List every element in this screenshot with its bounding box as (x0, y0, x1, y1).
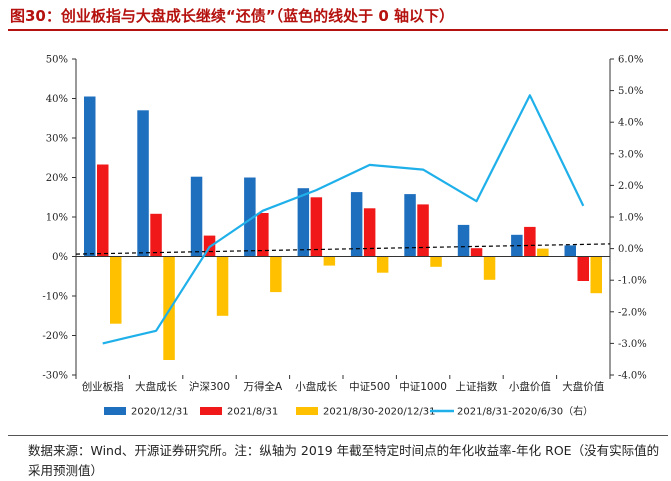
right-tick-label: -4.0% (618, 371, 647, 382)
bar-s0-2 (190, 176, 203, 257)
chart-title: 图30：创业板指与大盘成长继续“还债”（蓝色的线处于 0 轴以下） (10, 7, 454, 25)
bar-s1-3 (257, 213, 269, 257)
category-label: 中证500 (349, 380, 390, 393)
legend-swatch-0 (104, 407, 126, 415)
legend-label-3: 2021/8/31-2020/6/30（右） (457, 405, 593, 418)
right-tick-label: -3.0% (618, 339, 647, 350)
left-tick-label: -30% (42, 371, 68, 382)
bar-s2-5 (376, 256, 389, 273)
left-tick-label: -20% (42, 331, 68, 342)
bar-s0-5 (350, 192, 363, 257)
category-label: 大盘价值 (562, 380, 604, 393)
trendline-layer (75, 243, 611, 255)
right-tick-label: -2.0% (618, 307, 647, 318)
left-tick-label: 30% (46, 134, 68, 145)
bar-s0-9 (564, 245, 576, 257)
category-label: 中证1000 (399, 380, 447, 393)
axis-layer (72, 58, 614, 379)
bar-s1-6 (417, 204, 429, 257)
bar-s2-3 (270, 256, 282, 293)
line-series-0 (102, 94, 585, 345)
bar-s0-7 (457, 224, 470, 257)
line-series-layer (102, 94, 585, 345)
bar-s0-8 (511, 234, 523, 257)
source-note: 数据来源：Wind、开源证券研究所。注：纵轴为 2019 年截至特定时间点的年化… (28, 443, 660, 478)
source-divider (8, 435, 668, 436)
category-label: 创业板指 (82, 380, 124, 393)
right-tick-label: 0.0% (618, 244, 643, 255)
right-tick-label: 5.0% (618, 86, 643, 97)
right-tick-label: 2.0% (618, 181, 643, 192)
bar-s0-6 (404, 194, 416, 257)
right-tick-label: -1.0% (618, 276, 647, 287)
legend: 2020/12/31 2021/8/31 2021/8/30-2020/12/31 2… (104, 405, 593, 418)
category-label: 沪深300 (189, 380, 230, 393)
legend-swatch-1 (200, 407, 222, 415)
bar-s0-3 (244, 177, 256, 257)
legend-label-0: 2020/12/31 (131, 407, 189, 418)
category-label: 小盘价值 (509, 380, 551, 393)
bar-s1-9 (577, 256, 589, 281)
bar-s2-4 (323, 256, 336, 266)
left-tick-label: 0% (52, 252, 68, 263)
bar-s1-5 (363, 208, 376, 257)
bar-s1-4 (310, 197, 323, 257)
right-tick-label: 6.0% (618, 55, 643, 66)
left-tick-label: 10% (46, 213, 68, 224)
bar-s1-7 (470, 248, 483, 257)
category-label: 上证指数 (456, 380, 498, 393)
bar-s2-0 (110, 256, 122, 324)
legend-swatch-2 (296, 407, 318, 415)
bar-s2-7 (483, 256, 496, 280)
dashed-trendline (75, 243, 611, 255)
bar-s0-0 (84, 96, 96, 257)
category-label: 万得全A (244, 380, 283, 393)
bar-s2-8 (537, 248, 549, 257)
bar-layer (84, 96, 602, 360)
bar-s2-9 (590, 256, 602, 294)
label-layer: 50% 40% 30% 20% 10% 0% -10% -20% -30% 6.0% 5.0% 4.0… (42, 55, 646, 394)
bar-s0-1 (137, 110, 149, 257)
title-divider (8, 29, 668, 31)
bar-s2-1 (163, 256, 175, 360)
bar-s1-1 (150, 213, 162, 257)
bar-s2-6 (430, 256, 442, 267)
left-tick-label: 40% (46, 94, 68, 105)
right-tick-label: 1.0% (618, 213, 643, 224)
bar-s0-4 (297, 188, 310, 257)
left-tick-label: -10% (42, 292, 68, 303)
bar-s1-0 (97, 164, 109, 257)
left-tick-label: 50% (46, 55, 68, 66)
bar-s1-8 (524, 226, 536, 257)
legend-label-2: 2021/8/30-2020/12/31 (323, 407, 436, 418)
category-label: 小盘成长 (295, 380, 337, 393)
right-tick-label: 4.0% (618, 118, 643, 129)
left-tick-label: 20% (46, 173, 68, 184)
legend-label-1: 2021/8/31 (227, 407, 278, 418)
category-label: 大盘成长 (135, 380, 177, 393)
bar-s2-2 (216, 256, 229, 316)
right-tick-label: 3.0% (618, 149, 643, 160)
